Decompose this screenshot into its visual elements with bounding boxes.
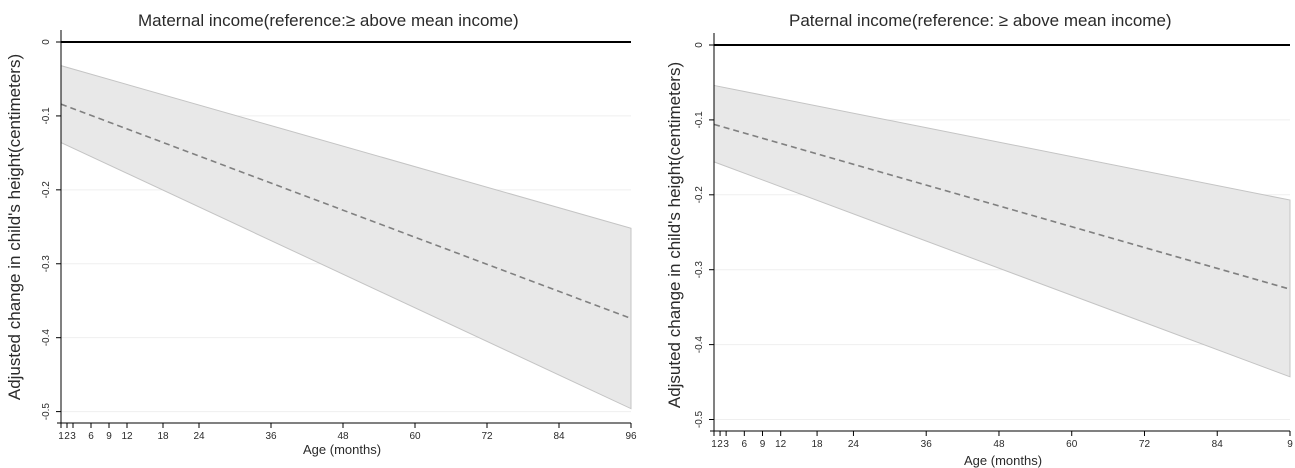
x-tick-label: 72: [1139, 439, 1151, 450]
x-tick-label: 24: [848, 439, 860, 450]
x-tick-label: 3: [70, 431, 76, 442]
x-tick-label: 36: [265, 431, 277, 442]
y-tick-label: 0: [694, 42, 705, 48]
x-tick-label: 60: [1066, 439, 1078, 450]
chart-paternal: 0-0.1-0.2-0.3-0.4-0.51 2 3 6 9 12 18 24 36 48 60 72…: [694, 33, 1293, 450]
x-axis-label: Age (months): [303, 442, 382, 457]
x-tick-label: 1: [58, 431, 64, 442]
chart-panel-paternal: 0 -0.1 -0.2 -0.3 -0.4 -0.5 1 2 3 6 9 12 18 24 36 48 60 72…: [648, 0, 1295, 468]
x-tick-label: 18: [157, 431, 169, 442]
fitted-line: [60, 103, 632, 320]
x-tick-label: 9: [1287, 439, 1293, 450]
x-tick-label: 2: [717, 439, 723, 450]
y-tick-label: -0.5: [41, 403, 52, 421]
y-tick-label: -0.2: [41, 181, 52, 199]
chart-maternal: 0-0.1-0.2-0.3-0.4-0.51 2 3 6 9 12 18 24 36 48 60 72…: [41, 30, 637, 442]
y-tick-label: -0.1: [41, 107, 52, 125]
y-tick-label: -0.4: [41, 329, 52, 347]
x-tick-label: 3: [723, 439, 729, 450]
x-tick-label: 84: [553, 431, 565, 442]
x-axis-label: Age (months): [964, 453, 1043, 468]
x-tick-label: 96: [625, 431, 637, 442]
y-tick-label: -0.3: [41, 255, 52, 273]
x-tick-label: 9: [760, 439, 766, 450]
x-tick-label: 12: [775, 439, 787, 450]
confidence-band: [60, 64, 632, 410]
x-tick-label: 60: [409, 431, 421, 442]
x-tick-label: 2: [64, 431, 70, 442]
x-tick-label: 12: [121, 431, 133, 442]
x-tick-label: 1: [711, 439, 717, 450]
x-tick-label: 18: [812, 439, 824, 450]
y-tick-label: -0.3: [694, 261, 705, 279]
x-tick-label: 24: [193, 431, 205, 442]
x-tick-label: 6: [742, 439, 748, 450]
y-tick-label: -0.4: [694, 336, 705, 354]
y-tick-label: -0.5: [694, 410, 705, 428]
confidence-band: [713, 84, 1291, 378]
chart-panel-maternal: 0 -0.1 -0.2 -0.3 -0.4 -0.5 1 2 3 6 9 12 18 24 36 48 60 72…: [0, 0, 648, 466]
y-axis-label: Adjusted change in child's height(centim…: [5, 53, 24, 401]
x-tick-label: 9: [106, 431, 112, 442]
chart-title: Paternal income(reference: ≥ above mean …: [789, 11, 1172, 30]
x-tick-label: 48: [993, 439, 1005, 450]
x-tick-label: 84: [1212, 439, 1224, 450]
x-tick-label: 36: [921, 439, 933, 450]
x-tick-label: 6: [88, 431, 94, 442]
x-tick-label: 48: [337, 431, 349, 442]
chart-title: Maternal income(reference:≥ above mean i…: [138, 11, 519, 30]
x-tick-label: 72: [481, 431, 493, 442]
y-tick-label: 0: [41, 39, 52, 45]
y-tick-label: -0.1: [694, 111, 705, 129]
y-tick-label: -0.2: [694, 186, 705, 204]
y-axis-label: Adjsuted change in child's height(centim…: [665, 61, 684, 409]
